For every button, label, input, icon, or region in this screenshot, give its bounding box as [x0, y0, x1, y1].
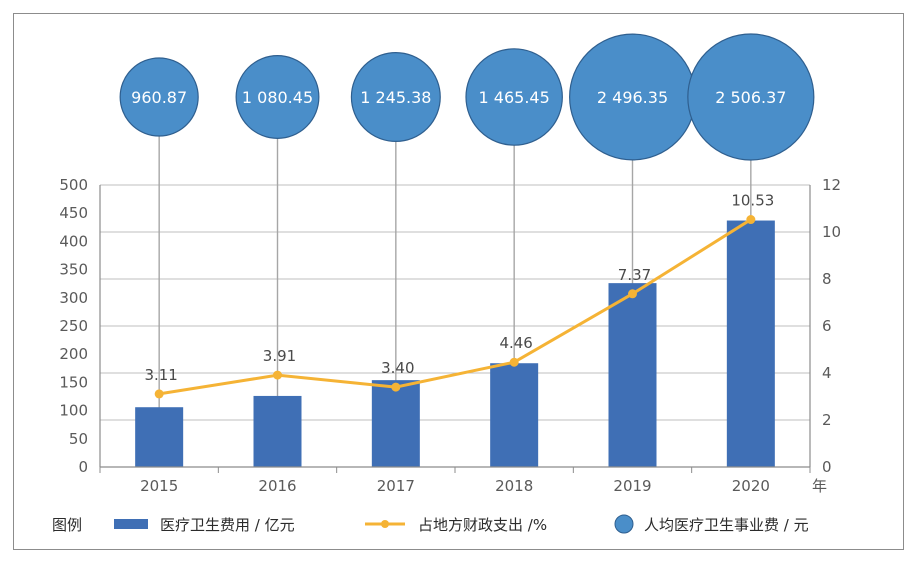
line-value-label: 3.91 [263, 347, 296, 365]
left-tick-label: 50 [69, 430, 88, 448]
x-unit-label: 年 [812, 477, 827, 495]
right-tick-label: 6 [822, 317, 832, 335]
bar [608, 283, 657, 467]
bubble [119, 57, 199, 137]
x-tick-label: 2018 [495, 477, 533, 495]
bubble-value-label: 1 245.38 [360, 88, 431, 107]
bubble-value-label: 2 506.37 [715, 88, 786, 107]
line-series: 3.11 3.91 3.40 4.46 7.37 10.53 [144, 192, 774, 399]
bar [490, 363, 539, 467]
left-tick-label: 500 [59, 176, 88, 194]
left-tick-label: 400 [59, 232, 88, 250]
bubble [687, 33, 815, 161]
line-path [158, 218, 752, 396]
bubble [350, 51, 441, 143]
left-tick-label: 100 [59, 402, 88, 420]
right-tick-label: 10 [822, 223, 841, 241]
line-point [273, 370, 282, 380]
left-tick-label: 300 [59, 289, 88, 307]
legend-line-marker [381, 520, 389, 528]
line-point [628, 289, 637, 299]
right-tick-label: 2 [822, 411, 832, 429]
line-point [509, 357, 519, 367]
line-value-label: 3.11 [144, 366, 177, 384]
bubble-series: 960.87 1 080.45 1 245.38 1 465.45 2 496.35 2 … [119, 33, 815, 161]
left-tick-label: 0 [78, 458, 88, 476]
line-value-label: 7.37 [618, 266, 651, 284]
line-point [746, 215, 756, 225]
legend-bubble-swatch [614, 514, 634, 534]
bubble-connector-lines [158, 136, 752, 467]
x-tick-label: 2019 [613, 477, 651, 495]
chart-frame [13, 13, 904, 550]
bar [371, 380, 420, 467]
gridlines [100, 184, 810, 421]
bubble [465, 48, 563, 146]
x-tick-label: 2020 [732, 477, 770, 495]
right-tick-label: 0 [822, 458, 832, 476]
legend-bar-label: 医疗卫生费用 / 亿元 [160, 516, 295, 534]
left-tick-label: 450 [59, 204, 88, 222]
left-tick-label: 150 [59, 373, 88, 391]
legend-bubble-label: 人均医疗卫生事业费 / 元 [644, 516, 809, 534]
line-value-label: 4.46 [499, 334, 532, 352]
bar [135, 407, 184, 467]
x-tick-label: 2016 [258, 477, 296, 495]
bubble-value-label: 1 465.45 [479, 88, 550, 107]
x-tick-label: 2017 [377, 477, 415, 495]
bubble-value-label: 960.87 [131, 88, 187, 107]
left-tick-label: 200 [59, 345, 88, 363]
legend-line-label: 占地方财政支出 /% [418, 516, 547, 534]
bubble-value-label: 2 496.35 [597, 88, 668, 107]
legend-title: 图例 [52, 516, 82, 534]
axes: 0 50 100 150 200 250 300 350 400 450 500 0 2 4 6 8 10 12 2… [59, 176, 841, 495]
bar [253, 395, 302, 467]
bar [726, 220, 775, 467]
bar-series [135, 220, 775, 467]
x-tick-label: 2015 [140, 477, 178, 495]
right-tick-label: 4 [822, 364, 832, 382]
line-value-label: 3.40 [381, 359, 414, 377]
right-tick-label: 8 [822, 270, 832, 288]
left-tick-label: 250 [59, 317, 88, 335]
legend-bar-swatch [114, 519, 148, 529]
bubble [235, 55, 320, 139]
line-point [391, 382, 401, 392]
line-point [154, 389, 164, 399]
left-tick-label: 350 [59, 261, 88, 279]
bubble-value-label: 1 080.45 [242, 88, 313, 107]
legend: 图例 医疗卫生费用 / 亿元 占地方财政支出 /% 人均医疗卫生事业费 / 元 [52, 514, 809, 534]
line-value-label: 10.53 [731, 192, 774, 210]
right-tick-label: 12 [822, 176, 841, 194]
